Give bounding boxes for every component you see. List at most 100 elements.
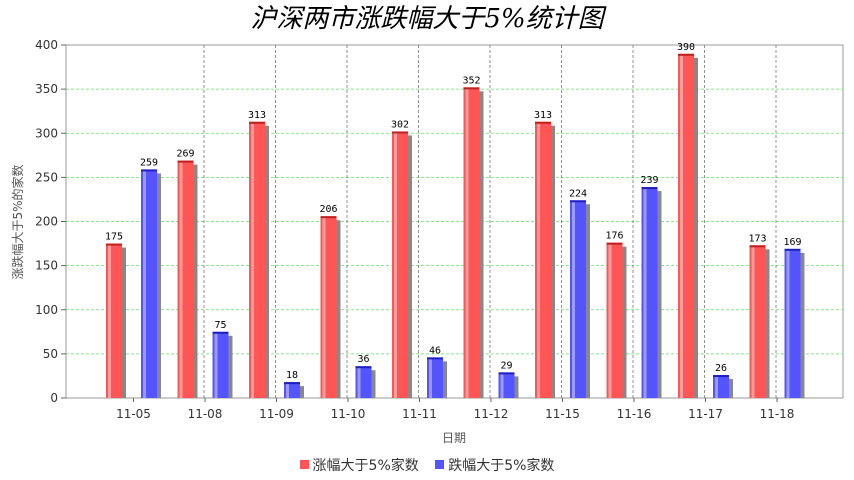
bar-fall-11-18 xyxy=(784,248,805,398)
bar-highlight xyxy=(500,372,504,398)
bar-highlight xyxy=(394,131,397,399)
bar-rise-11-16 xyxy=(606,242,627,398)
bar-rise-11-18 xyxy=(749,245,770,398)
bar-highlight xyxy=(108,243,111,398)
bar-highlight xyxy=(786,248,790,398)
bar-top xyxy=(498,372,515,375)
bar-rise-11-12 xyxy=(463,87,484,399)
legend-item-rise: 涨幅大于5%家数 xyxy=(299,455,419,475)
x-tick-label: 11-12 xyxy=(474,407,509,421)
data-label: 390 xyxy=(677,42,695,53)
data-label: 26 xyxy=(715,363,727,374)
x-tick-label: 11-08 xyxy=(188,407,223,421)
bar-highlight xyxy=(465,87,469,399)
bar-fall-11-08 xyxy=(212,331,233,398)
x-tick-label: 11-16 xyxy=(617,407,652,421)
bar-top xyxy=(463,87,480,90)
bar-highlight xyxy=(680,53,683,398)
x-axis-title: 日期 xyxy=(442,431,466,445)
bar-rise-11-08 xyxy=(177,160,198,398)
bar-top xyxy=(713,375,729,378)
bar-top xyxy=(392,131,408,134)
data-label: 302 xyxy=(391,119,409,130)
legend-label-rise: 涨幅大于5%家数 xyxy=(312,458,419,474)
chart-title: 沪深两市涨跌幅大于5%统计图 xyxy=(250,4,604,34)
bar-top xyxy=(355,366,372,369)
y-tick-label: 150 xyxy=(35,259,58,273)
data-label: 239 xyxy=(640,175,658,186)
bar-highlight xyxy=(715,375,718,398)
bar-highlight xyxy=(143,169,146,398)
x-tick-label: 11-15 xyxy=(545,407,580,421)
bar-highlight xyxy=(643,187,647,398)
bar-highlight xyxy=(429,357,432,398)
bar-highlight xyxy=(608,242,612,398)
bar-top xyxy=(249,121,265,124)
y-tick-label: 400 xyxy=(35,38,58,52)
bar-top xyxy=(141,169,157,172)
legend: 涨幅大于5%家数 跌幅大于5%家数 xyxy=(0,455,854,475)
bar-highlight xyxy=(537,121,540,398)
bar-top xyxy=(749,245,766,248)
bar-rise-11-09 xyxy=(249,121,269,398)
data-label: 313 xyxy=(534,110,552,121)
bar-top xyxy=(320,216,337,219)
data-label: 75 xyxy=(214,320,226,331)
bar-fall-11-12 xyxy=(498,372,519,398)
x-tick-label: 11-17 xyxy=(688,407,723,421)
data-label: 29 xyxy=(500,360,512,371)
bar-top xyxy=(427,357,443,360)
legend-swatch-fall xyxy=(435,460,445,469)
bar-top xyxy=(570,200,586,203)
bar-fall-11-10 xyxy=(355,366,376,398)
bar-rise-11-05 xyxy=(106,243,126,398)
bar-fall-11-16 xyxy=(641,187,662,398)
x-tick-label: 11-10 xyxy=(331,407,366,421)
data-label: 352 xyxy=(462,75,480,86)
bar-top xyxy=(177,160,194,163)
bar-highlight xyxy=(214,331,218,398)
bar-highlight xyxy=(179,160,183,398)
bar-top xyxy=(212,331,229,334)
y-tick-label: 0 xyxy=(50,391,58,405)
bar-highlight xyxy=(251,121,254,398)
data-label: 173 xyxy=(748,233,766,244)
bar-highlight xyxy=(322,216,326,398)
data-label: 269 xyxy=(176,149,194,160)
bar-highlight xyxy=(751,245,755,398)
bar-rise-11-17 xyxy=(678,53,698,398)
data-label: 175 xyxy=(105,232,123,243)
data-label: 259 xyxy=(140,157,158,168)
x-tick-label: 11-09 xyxy=(259,407,294,421)
x-tick-label: 11-18 xyxy=(760,407,795,421)
data-label: 313 xyxy=(248,110,266,121)
y-tick-label: 350 xyxy=(35,82,58,96)
y-tick-label: 50 xyxy=(43,347,58,361)
data-label: 36 xyxy=(357,354,369,365)
bar-top xyxy=(606,242,623,245)
y-tick-label: 300 xyxy=(35,126,58,140)
bar-highlight xyxy=(286,382,289,398)
bar-fall-11-17 xyxy=(713,375,733,398)
bar-fall-11-05 xyxy=(141,169,161,398)
data-label: 169 xyxy=(783,237,801,248)
x-tick-label: 11-11 xyxy=(402,407,437,421)
bar-rise-11-11 xyxy=(392,131,412,399)
legend-item-fall: 跌幅大于5%家数 xyxy=(435,455,554,475)
bar-rise-11-10 xyxy=(320,216,341,398)
x-tick-label: 11-05 xyxy=(116,407,151,421)
y-tick-label: 100 xyxy=(35,303,58,317)
bar-fall-11-09 xyxy=(284,382,304,398)
data-label: 46 xyxy=(429,345,441,356)
y-axis-title: 涨跌幅大于5%的家数 xyxy=(10,164,25,279)
y-tick-label: 250 xyxy=(35,170,58,184)
bar-highlight xyxy=(572,200,575,398)
bar-top xyxy=(784,248,801,251)
data-label: 176 xyxy=(605,231,623,242)
bar-top xyxy=(678,53,694,56)
bar-top xyxy=(535,121,551,124)
data-label: 224 xyxy=(569,188,587,199)
bar-top xyxy=(641,187,658,190)
